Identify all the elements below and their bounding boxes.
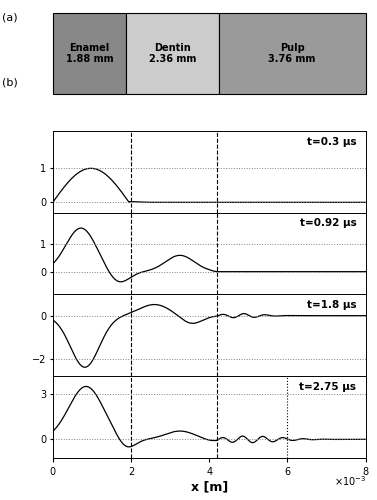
Bar <box>219 12 366 94</box>
Text: (a): (a) <box>2 12 17 22</box>
Text: t=2.75 μs: t=2.75 μs <box>299 382 356 392</box>
Text: Enamel
1.88 mm: Enamel 1.88 mm <box>66 42 113 64</box>
Bar <box>53 12 126 94</box>
X-axis label: x [m]: x [m] <box>191 480 228 494</box>
Text: Dentin
2.36 mm: Dentin 2.36 mm <box>149 42 196 64</box>
Text: t=1.8 μs: t=1.8 μs <box>307 300 356 310</box>
Text: t=0.92 μs: t=0.92 μs <box>300 218 356 228</box>
Text: Pulp
3.76 mm: Pulp 3.76 mm <box>268 42 316 64</box>
Text: (b): (b) <box>2 78 18 88</box>
Text: $\times\mathregular{10}^{\mathregular{-3}}$: $\times\mathregular{10}^{\mathregular{-3… <box>334 474 366 488</box>
Bar <box>126 12 219 94</box>
Text: t=0.3 μs: t=0.3 μs <box>307 136 356 146</box>
